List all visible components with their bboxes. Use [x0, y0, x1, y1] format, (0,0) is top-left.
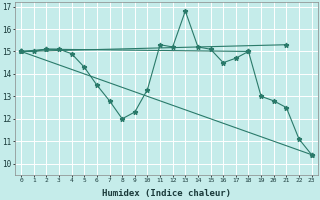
X-axis label: Humidex (Indice chaleur): Humidex (Indice chaleur) — [102, 189, 231, 198]
